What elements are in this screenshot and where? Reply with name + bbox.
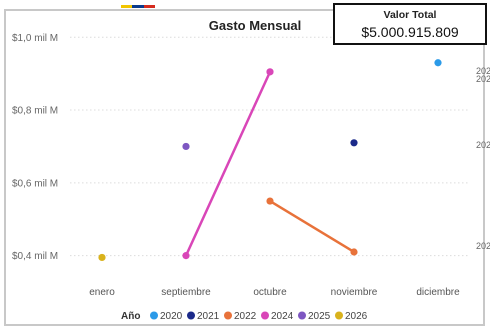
legend-label: 2021 <box>197 311 220 322</box>
data-point-2026-enero[interactable] <box>98 253 106 262</box>
x-axis-ticks: enero septiembre octubre noviembre diciembre <box>89 287 460 298</box>
clipped-label: 202 <box>476 74 490 84</box>
legend-item-2022[interactable]: 2022 <box>224 311 257 322</box>
y-tick-label: $1,0 mil M <box>12 33 58 44</box>
x-tick-label: octubre <box>253 287 287 298</box>
flag-blue-stripe <box>132 5 144 8</box>
chart-frame <box>4 9 485 326</box>
legend-label: 2022 <box>234 311 257 322</box>
total-value-label: Valor Total <box>383 9 437 21</box>
legend-marker-icon <box>150 311 158 320</box>
legend-marker-icon <box>224 311 232 320</box>
y-tick-label: $0,6 mil M <box>12 178 58 189</box>
y-tick-label: $0,8 mil M <box>12 106 58 117</box>
legend-marker-icon <box>335 311 343 320</box>
series-line-2022 <box>268 199 356 254</box>
legend-label: 2026 <box>345 311 368 322</box>
clipped-label: 202 <box>476 241 490 251</box>
data-point-2022-noviembre[interactable] <box>350 248 358 256</box>
flag-stripe <box>121 5 155 8</box>
x-tick-label: enero <box>89 287 115 298</box>
data-point-2020-diciembre[interactable] <box>434 59 442 67</box>
series-line-2024 <box>184 70 272 257</box>
data-point-2024-octubre[interactable] <box>266 68 274 76</box>
y-axis-ticks: $0,4 mil M $0,6 mil M $0,8 mil M $1,0 mil M <box>12 33 58 262</box>
chart-title: Gasto Mensual <box>208 18 302 33</box>
legend-item-2025[interactable]: 2025 <box>298 311 331 322</box>
legend-item-2020[interactable]: 2020 <box>150 311 183 322</box>
legend[interactable]: Año 2020 2021 2022 2024 2025 2026 <box>121 311 368 322</box>
x-tick-label: noviembre <box>331 287 378 298</box>
legend-marker-icon <box>261 311 269 320</box>
total-value-amount: $5.000.915.809 <box>361 24 459 40</box>
data-points[interactable] <box>98 59 442 262</box>
clipped-label: 202 <box>476 140 490 150</box>
legend-item-2021[interactable]: 2021 <box>187 311 220 322</box>
legend-item-2026[interactable]: 2026 <box>335 311 368 322</box>
series-lines <box>184 70 356 257</box>
clipped-label: 202 <box>476 66 490 76</box>
data-point-2021-noviembre[interactable] <box>350 139 358 147</box>
total-value-card: Valor Total $5.000.915.809 <box>333 3 487 45</box>
flag-red-stripe <box>143 5 155 8</box>
legend-label: 2025 <box>308 311 331 322</box>
data-point-2025-septiembre[interactable] <box>182 142 190 151</box>
legend-marker-icon <box>298 311 306 320</box>
legend-label: 2020 <box>160 311 183 322</box>
x-tick-label: septiembre <box>161 287 211 298</box>
y-tick-label: $0,4 mil M <box>12 251 58 262</box>
legend-title: Año <box>121 311 140 322</box>
data-point-2022-octubre[interactable] <box>266 197 274 205</box>
x-tick-label: diciembre <box>416 287 460 298</box>
legend-label: 2024 <box>271 311 294 322</box>
legend-item-2024[interactable]: 2024 <box>261 311 294 322</box>
legend-marker-icon <box>187 311 195 320</box>
data-point-2024-septiembre[interactable] <box>182 252 190 260</box>
flag-yellow-stripe <box>121 5 133 8</box>
